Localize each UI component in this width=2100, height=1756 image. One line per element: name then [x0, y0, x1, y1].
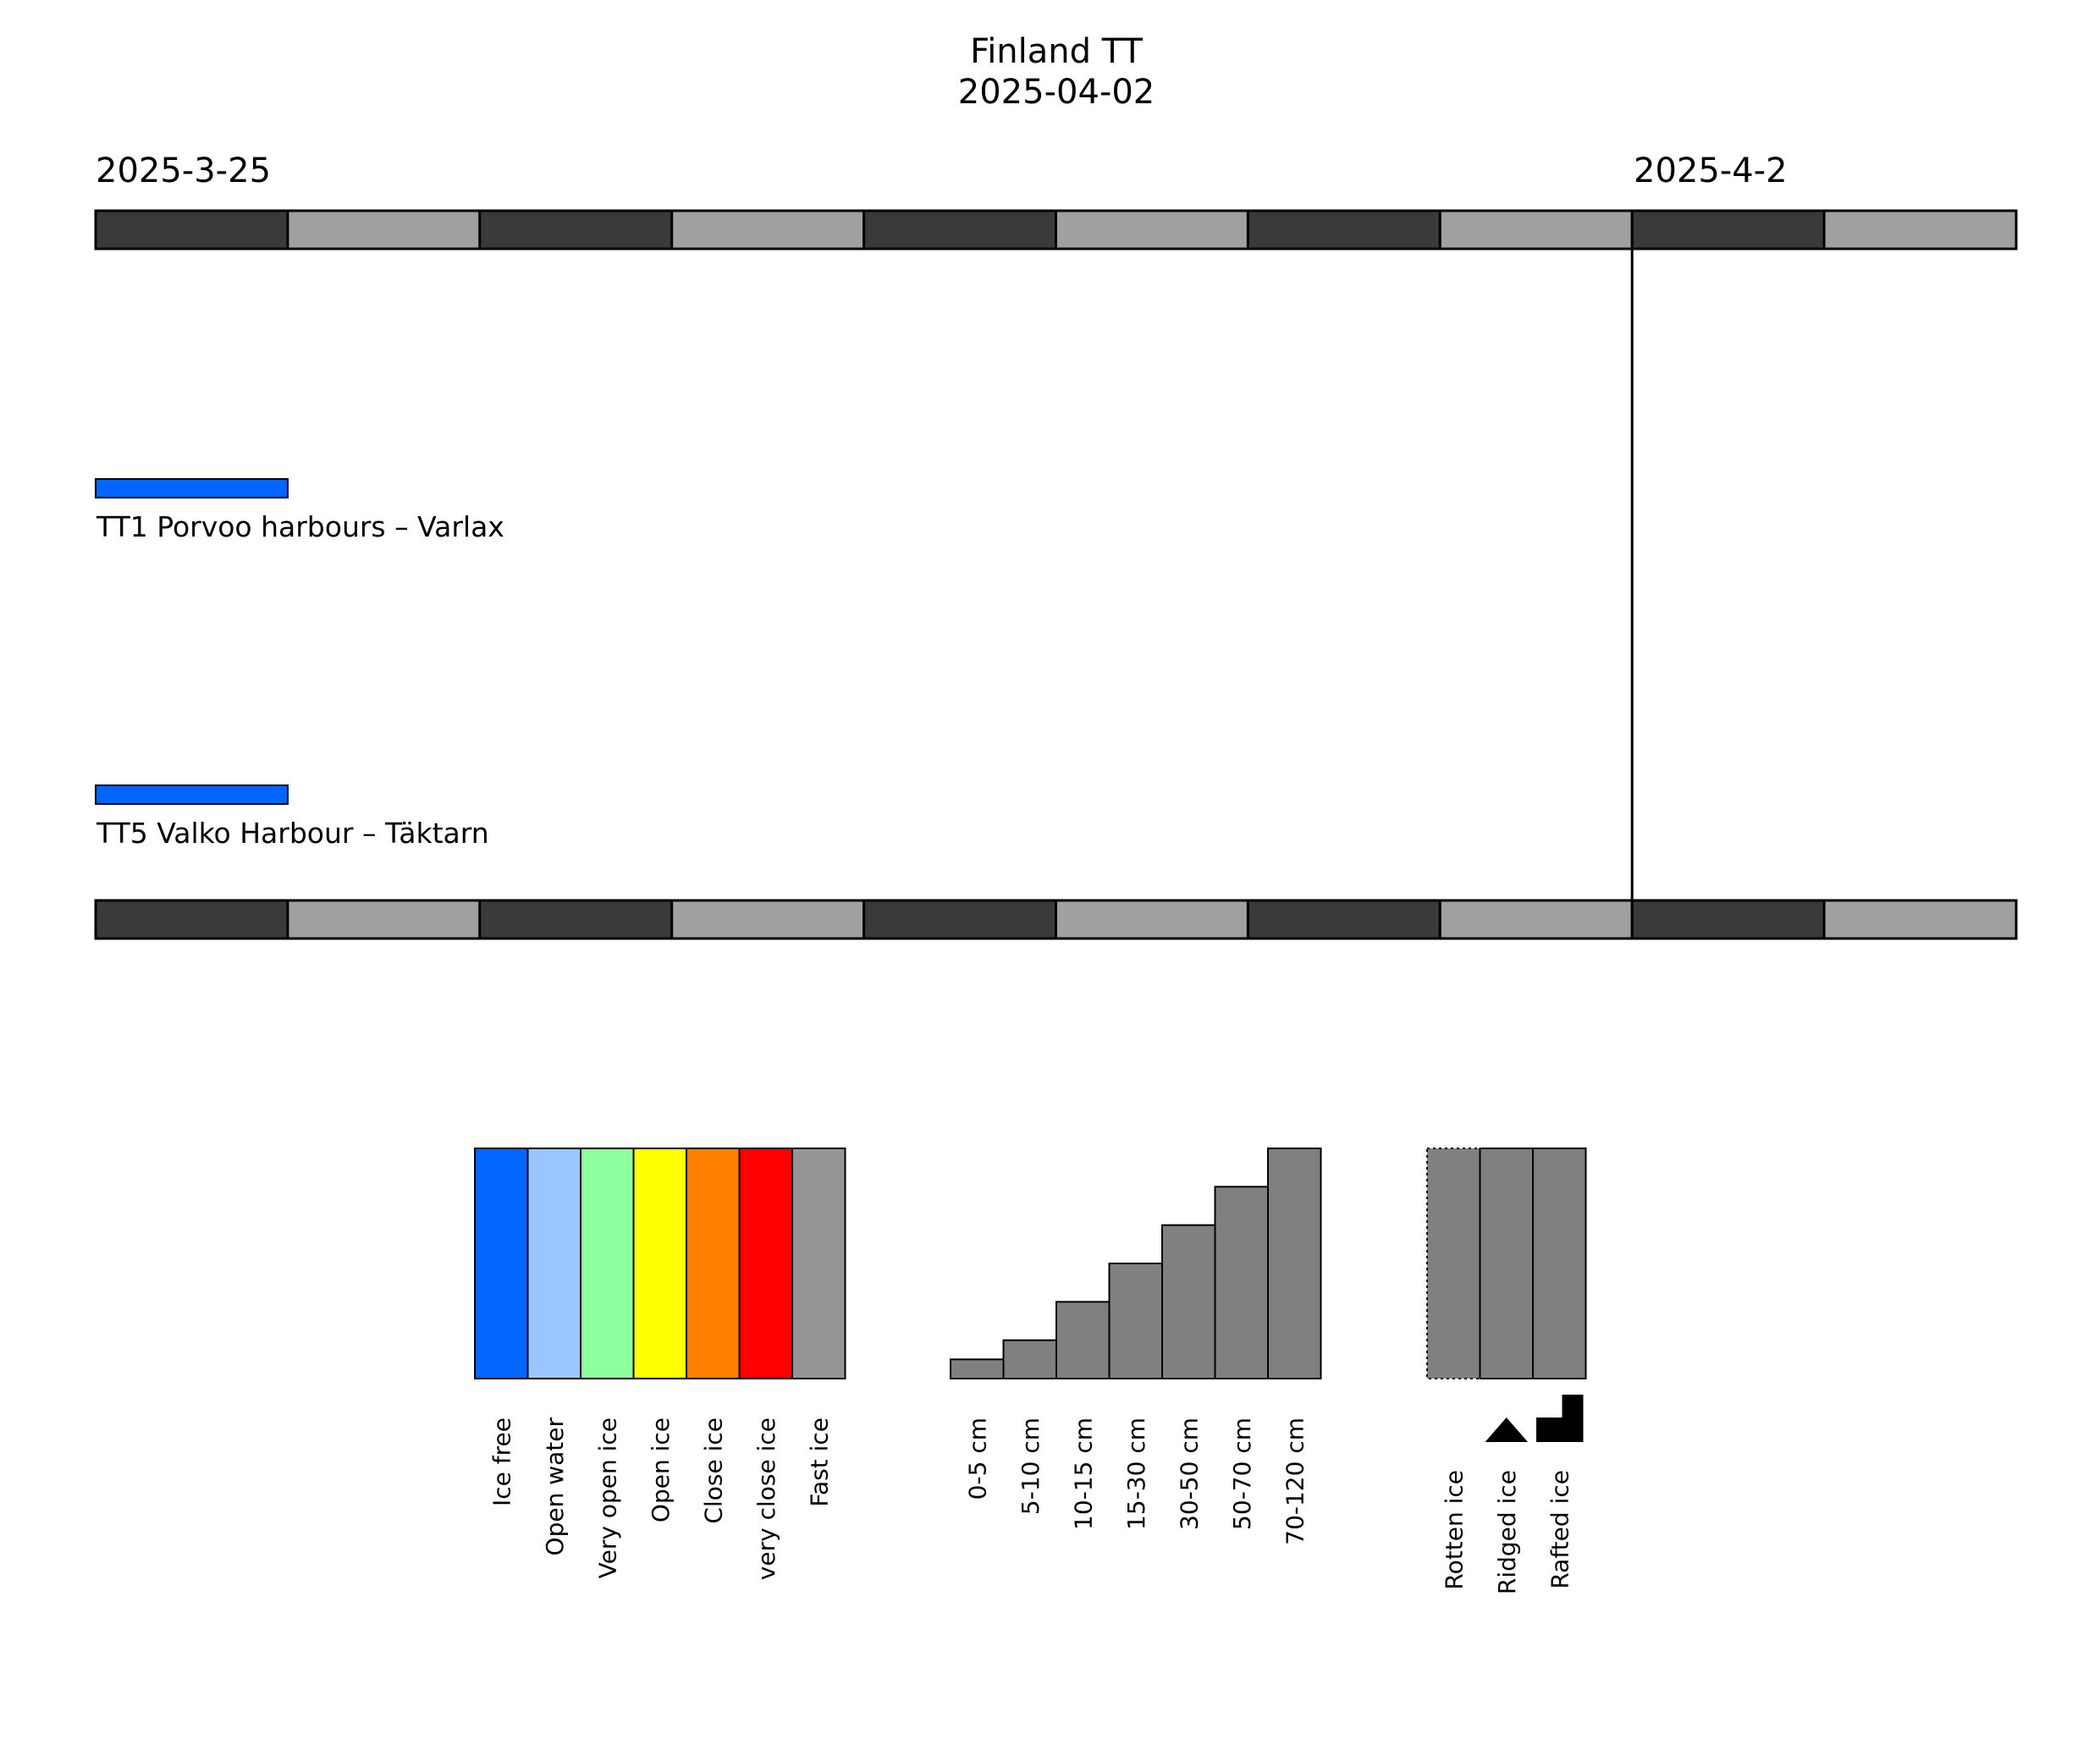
legend-swatch [738, 1148, 793, 1379]
legend-label: Ridged ice [1493, 1470, 1521, 1594]
legend-thickness-bar [1267, 1148, 1322, 1379]
day-band-cell [1055, 899, 1249, 940]
legend-thickness-bar [1161, 1224, 1216, 1379]
legend-swatch [1532, 1148, 1587, 1379]
start-date-label: 2025-3-25 [96, 151, 271, 190]
legend-label: 15-30 cm [1122, 1417, 1150, 1530]
day-band-cell [1822, 209, 2018, 250]
route-label: TT1 Porvoo harbours – Varlax [96, 510, 504, 543]
legend-label: Close ice [699, 1417, 727, 1524]
day-band-cell [1438, 899, 1634, 940]
legend-swatch [474, 1148, 529, 1379]
legend-label: 30-50 cm [1175, 1417, 1203, 1530]
legend-thickness-bar [1002, 1339, 1057, 1379]
legend-label: Very open ice [593, 1417, 621, 1578]
day-band-cell [1246, 209, 1441, 250]
chart-title: Finland TT [970, 32, 1143, 71]
legend-label: Fast ice [805, 1417, 833, 1507]
legend-thickness-bar [1214, 1186, 1269, 1380]
route-segment [95, 478, 289, 498]
day-band-cell [94, 899, 289, 940]
day-band-cell [1055, 209, 1249, 250]
route-tt5: TT5 Valko Harbour – Täktarn [95, 784, 489, 850]
day-band-cell [478, 209, 674, 250]
day-band-cell [286, 899, 482, 940]
day-band-cell [1438, 209, 1634, 250]
legend-label: Open ice [647, 1417, 675, 1522]
route-tt1: TT1 Porvoo harbours – Varlax [95, 478, 504, 543]
legend-label: very close ice [752, 1417, 780, 1580]
day-band-cell [863, 899, 1057, 940]
legend-swatch [791, 1148, 846, 1379]
top-day-band [94, 209, 2018, 250]
legend-label: Rotten ice [1440, 1470, 1468, 1590]
legend-thickness-bar [1056, 1301, 1111, 1380]
legend-label: 5-10 cm [1017, 1417, 1044, 1515]
ice-concentration-legend: Ice free Open water Very open ice Open ice C… [474, 1148, 846, 1580]
legend-label: 0-5 cm [963, 1417, 991, 1500]
day-band-cell [1246, 899, 1441, 940]
legend-swatch [686, 1148, 741, 1379]
day-band-cell [94, 209, 289, 250]
ice-type-legend: Rotten ice Ridged ice Rafted ice [1426, 1148, 1587, 1594]
route-label: TT5 Valko Harbour – Täktarn [96, 817, 489, 850]
legend-label: 70-120 cm [1281, 1417, 1309, 1545]
legend-swatch [1426, 1148, 1481, 1379]
legend-label: 10-15 cm [1069, 1417, 1097, 1530]
day-band-cell [670, 209, 866, 250]
route-segment [95, 784, 289, 805]
legend-label: Rafted ice [1546, 1470, 1574, 1589]
legend-swatch [1479, 1148, 1534, 1379]
ice-thickness-legend: 0-5 cm 5-10 cm 10-15 cm 15-30 cm 30-50 cm 50-… [950, 1148, 1322, 1545]
day-band-cell [863, 209, 1057, 250]
day-band-cell [1822, 899, 2018, 940]
legend-swatch [580, 1148, 635, 1379]
day-band-cell [286, 209, 482, 250]
day-band-cell [478, 899, 674, 940]
legend-thickness-bar [950, 1358, 1005, 1380]
legend-label: Ice free [488, 1417, 515, 1506]
rafted-ice-icon [1536, 1395, 1584, 1442]
bottom-day-band [94, 899, 2018, 940]
day-band-cell [1630, 899, 1826, 940]
legend-swatch [632, 1148, 687, 1379]
day-band-cell [670, 899, 866, 940]
legend-label: 50-70 cm [1228, 1417, 1256, 1530]
chart-subtitle: 2025-04-02 [958, 73, 1155, 112]
ridged-ice-icon [1485, 1417, 1528, 1442]
legend-label: Open water [541, 1417, 569, 1556]
legend-swatch [526, 1148, 581, 1379]
day-band-cell [1630, 209, 1826, 250]
legend-thickness-bar [1108, 1263, 1163, 1379]
current-date-label: 2025-4-2 [1634, 151, 1788, 190]
